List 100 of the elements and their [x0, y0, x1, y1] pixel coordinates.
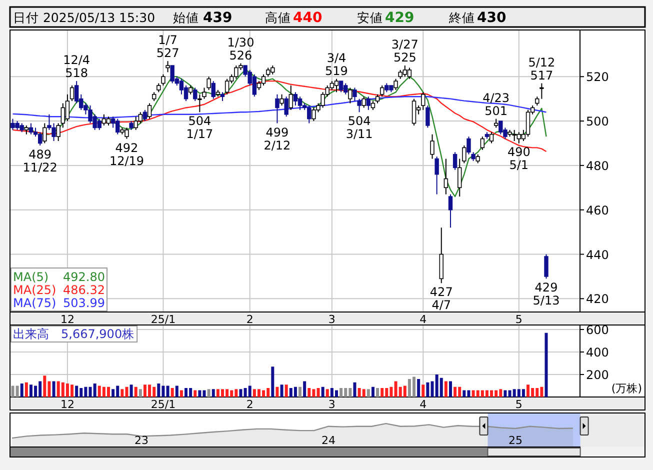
bar [157, 384, 160, 397]
candlestick [288, 85, 293, 110]
bar [417, 379, 420, 397]
bar [280, 384, 284, 397]
candlestick [275, 94, 280, 124]
candlestick [434, 156, 439, 195]
bar [202, 390, 206, 397]
candlestick [38, 132, 42, 146]
annotation: 427 4/7 [430, 285, 453, 312]
x-tick-label: 23 [134, 434, 148, 447]
x-tick-label: 2 [246, 313, 254, 326]
x-tick-label: 25 [508, 434, 522, 447]
bar [316, 388, 320, 397]
candlestick [280, 94, 284, 106]
candlestick [407, 67, 412, 80]
bar [422, 384, 425, 397]
annotation: 3/27 525 [391, 38, 418, 65]
bar [52, 381, 56, 397]
annotation: 4/23 501 [482, 90, 510, 118]
candlestick [193, 87, 198, 102]
bar [462, 390, 466, 397]
y-axis-title: (万株) [611, 382, 642, 395]
annotation: 429 5/13 [532, 280, 560, 308]
candlestick [261, 74, 266, 86]
y-tick-label: 460 [586, 203, 609, 218]
candlestick [284, 96, 288, 118]
y-tick-label: 600 [586, 323, 609, 337]
text: 日付 2025/05/13 15:30 [13, 10, 156, 25]
bar [448, 381, 452, 397]
bar [504, 390, 507, 397]
bar [239, 389, 242, 397]
y-tick-label: 400 [586, 346, 609, 360]
text: 始値 [173, 10, 199, 25]
bar [207, 389, 210, 397]
text: 安値 [357, 10, 383, 25]
bar [75, 386, 78, 397]
bar [308, 388, 311, 397]
annotation: 12/4 518 [63, 53, 90, 80]
candlestick [489, 132, 494, 144]
annotation: 499 2/12 [264, 125, 291, 152]
candlestick [74, 80, 79, 104]
y-tick-label: 420 [586, 292, 609, 306]
bar [526, 384, 530, 397]
bar [376, 388, 380, 397]
annotation: 504 1/17 [186, 114, 214, 142]
bar [130, 384, 133, 397]
candlestick [110, 116, 116, 128]
candlestick [357, 98, 362, 113]
bar [198, 390, 202, 397]
bar [120, 389, 124, 397]
text: 終値 [448, 10, 475, 25]
bar [184, 388, 188, 397]
bar [298, 386, 302, 397]
annotation: 1/7 527 [156, 33, 180, 60]
candlestick [28, 122, 34, 135]
x-tick-label: 4 [420, 313, 427, 326]
bar [522, 389, 525, 397]
bar [440, 378, 443, 397]
candlestick [452, 152, 458, 170]
x-tick-label: 25/1 [150, 398, 176, 411]
candlestick [352, 87, 357, 102]
x-tick-label: 24 [321, 434, 336, 447]
bar [454, 386, 457, 397]
candlestick [338, 80, 344, 93]
bar [134, 386, 138, 397]
annotation: 1/30 526 [227, 35, 254, 62]
bar [340, 388, 343, 397]
candlestick [252, 74, 257, 98]
bar [194, 390, 197, 397]
candlestick [526, 109, 530, 138]
annotation: 489 11/22 [22, 147, 58, 174]
candlestick [540, 82, 544, 100]
annotation: 3/4 519 [325, 50, 348, 78]
y-tick-label: 520 [586, 70, 609, 84]
candlestick [466, 136, 471, 155]
candlestick [458, 158, 462, 198]
candlestick [334, 78, 339, 93]
bar [426, 382, 430, 397]
candlestick [421, 92, 426, 110]
annotation: 5/12 517 [528, 55, 556, 82]
candlestick [430, 134, 434, 160]
bar [544, 332, 548, 397]
text: 高値 [265, 10, 291, 25]
candlestick [394, 78, 398, 90]
candlestick [380, 85, 384, 98]
bar [138, 389, 142, 397]
bar [24, 382, 28, 397]
bar [43, 376, 46, 397]
annotation: 504 3/11 [346, 114, 373, 142]
bar [166, 386, 170, 397]
candlestick [42, 122, 47, 144]
bar [106, 386, 110, 397]
x-tick-label: 5 [515, 398, 522, 411]
bar [444, 381, 448, 397]
bar [366, 389, 370, 397]
x-tick-label: 12 [60, 398, 74, 411]
bar [170, 388, 174, 397]
candlestick [412, 98, 416, 126]
y-tick-label: 200 [586, 368, 609, 382]
bar [380, 388, 384, 397]
